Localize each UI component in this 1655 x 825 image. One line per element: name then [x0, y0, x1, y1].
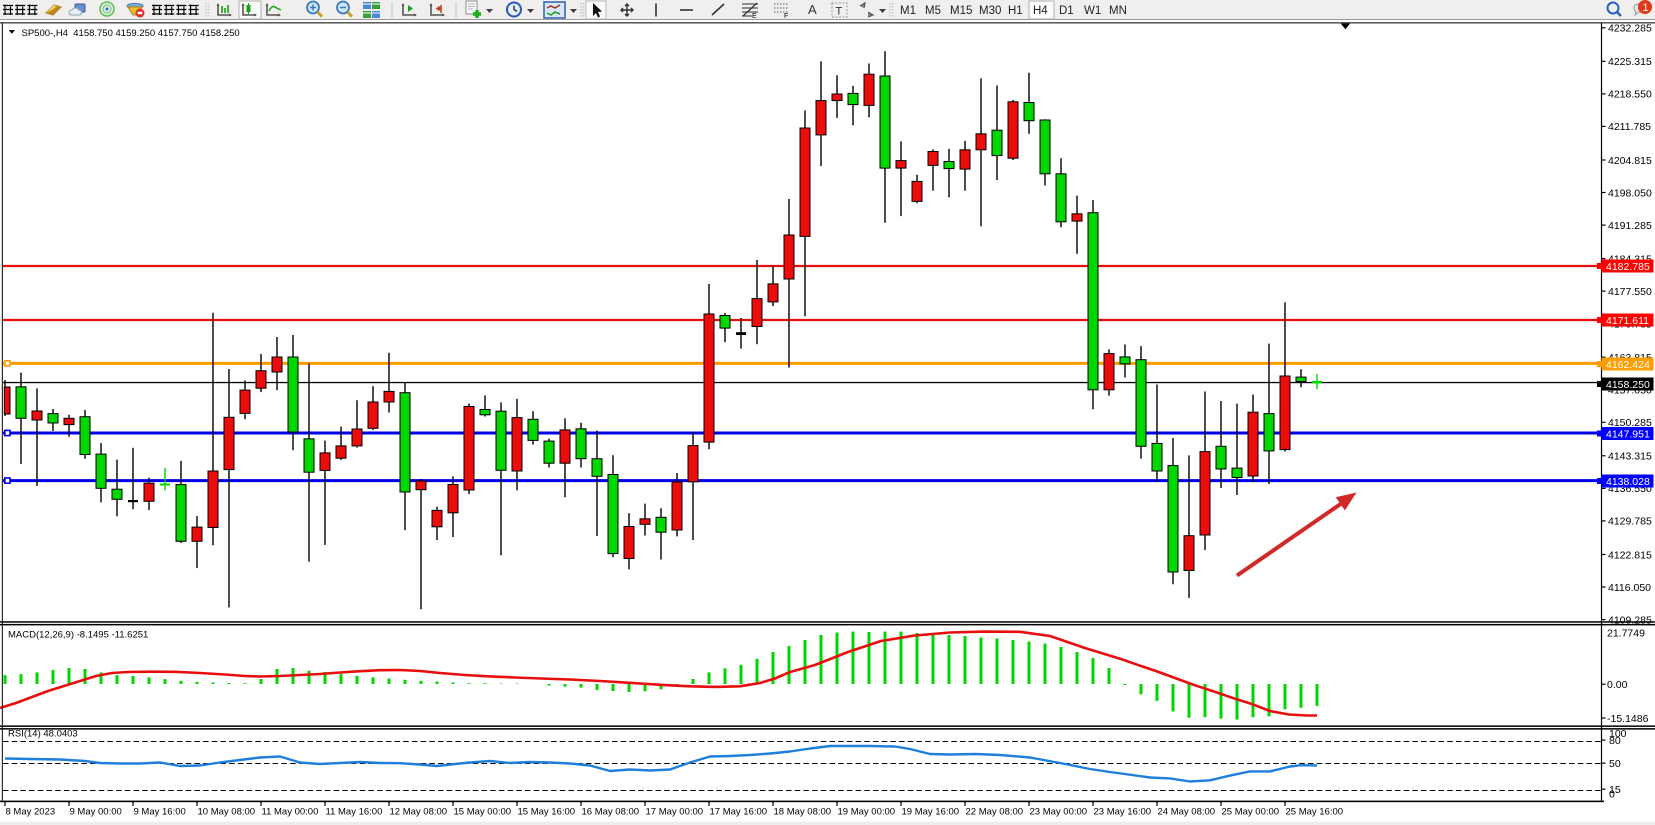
svg-text:4218.550: 4218.550 — [1608, 89, 1652, 101]
svg-text:W1: W1 — [1084, 5, 1101, 17]
svg-text:MN: MN — [1109, 5, 1127, 17]
svg-text:12 May 08:00: 12 May 08:00 — [390, 807, 448, 818]
svg-text:11 May 16:00: 11 May 16:00 — [326, 807, 383, 818]
svg-text:RSI(14) 48.0403: RSI(14) 48.0403 — [8, 729, 78, 740]
svg-text:4162.424: 4162.424 — [1606, 359, 1650, 371]
svg-text:H1: H1 — [1008, 5, 1023, 17]
svg-text:21.7749: 21.7749 — [1607, 627, 1645, 639]
svg-text:4138.028: 4138.028 — [1606, 476, 1650, 488]
svg-text:0: 0 — [1609, 789, 1615, 801]
svg-text:4150.285: 4150.285 — [1608, 417, 1652, 429]
svg-text:23 May 00:00: 23 May 00:00 — [1030, 807, 1088, 818]
svg-text:MACD(12,26,9) -8.1495 -11.6251: MACD(12,26,9) -8.1495 -11.6251 — [8, 630, 148, 641]
svg-text:100: 100 — [1609, 728, 1627, 740]
svg-text:M30: M30 — [979, 5, 1001, 17]
svg-text:M5: M5 — [925, 5, 941, 17]
svg-text:8 May 2023: 8 May 2023 — [6, 807, 56, 818]
svg-text:4204.815: 4204.815 — [1608, 155, 1652, 167]
svg-text:1: 1 — [1643, 2, 1649, 14]
svg-text:4211.785: 4211.785 — [1608, 121, 1651, 133]
svg-text:0.00: 0.00 — [1607, 679, 1628, 691]
svg-text:18 May 08:00: 18 May 08:00 — [774, 807, 832, 818]
svg-text:4143.315: 4143.315 — [1608, 451, 1652, 463]
svg-text:4158.250: 4158.250 — [1606, 379, 1650, 391]
svg-text:4225.315: 4225.315 — [1608, 56, 1652, 68]
svg-text:17 May 00:00: 17 May 00:00 — [646, 807, 704, 818]
svg-text:D1: D1 — [1059, 5, 1074, 17]
svg-text:4232.285: 4232.285 — [1608, 23, 1652, 35]
svg-text:15: 15 — [1609, 784, 1621, 796]
svg-text:25 May 00:00: 25 May 00:00 — [1222, 807, 1280, 818]
svg-text:25 May 16:00: 25 May 16:00 — [1286, 807, 1344, 818]
svg-text:T: T — [836, 6, 843, 18]
svg-text:15 May 16:00: 15 May 16:00 — [518, 807, 576, 818]
svg-text:24 May 08:00: 24 May 08:00 — [1158, 807, 1216, 818]
svg-text:11 May 00:00: 11 May 00:00 — [262, 807, 319, 818]
svg-text:4191.285: 4191.285 — [1608, 220, 1652, 232]
svg-text:4182.785: 4182.785 — [1606, 261, 1650, 273]
svg-text:4116.050: 4116.050 — [1608, 582, 1651, 594]
svg-text:9 May 16:00: 9 May 16:00 — [134, 807, 186, 818]
svg-text:4109.285: 4109.285 — [1608, 614, 1652, 626]
svg-text:SP500-,H4 4158.750 4159.250 4: SP500-,H4 4158.750 4159.250 4157.750 415… — [22, 28, 240, 39]
svg-text:E: E — [752, 13, 757, 20]
svg-text:M1: M1 — [900, 5, 916, 17]
svg-text:50: 50 — [1609, 758, 1621, 770]
svg-text:M15: M15 — [950, 5, 972, 17]
svg-text:19 May 16:00: 19 May 16:00 — [902, 807, 960, 818]
svg-text:17 May 16:00: 17 May 16:00 — [710, 807, 768, 818]
svg-text:80: 80 — [1609, 735, 1621, 747]
svg-text:15 May 00:00: 15 May 00:00 — [454, 807, 512, 818]
svg-text:H4: H4 — [1033, 5, 1048, 17]
svg-text:22 May 08:00: 22 May 08:00 — [966, 807, 1024, 818]
svg-text:F: F — [784, 13, 788, 20]
svg-text:4122.815: 4122.815 — [1608, 549, 1652, 561]
svg-text:A: A — [808, 2, 817, 17]
svg-text:16 May 08:00: 16 May 08:00 — [582, 807, 640, 818]
svg-text:4171.611: 4171.611 — [1606, 315, 1649, 327]
svg-text:19 May 00:00: 19 May 00:00 — [838, 807, 896, 818]
svg-text:-15.1486: -15.1486 — [1607, 713, 1649, 725]
svg-text:4147.951: 4147.951 — [1606, 429, 1650, 441]
svg-text:4129.785: 4129.785 — [1608, 516, 1652, 528]
svg-text:9 May 00:00: 9 May 00:00 — [70, 807, 122, 818]
svg-text:10 May 08:00: 10 May 08:00 — [198, 807, 256, 818]
svg-text:4198.050: 4198.050 — [1608, 187, 1652, 199]
svg-text:23 May 16:00: 23 May 16:00 — [1094, 807, 1152, 818]
svg-text:4177.550: 4177.550 — [1608, 286, 1652, 298]
